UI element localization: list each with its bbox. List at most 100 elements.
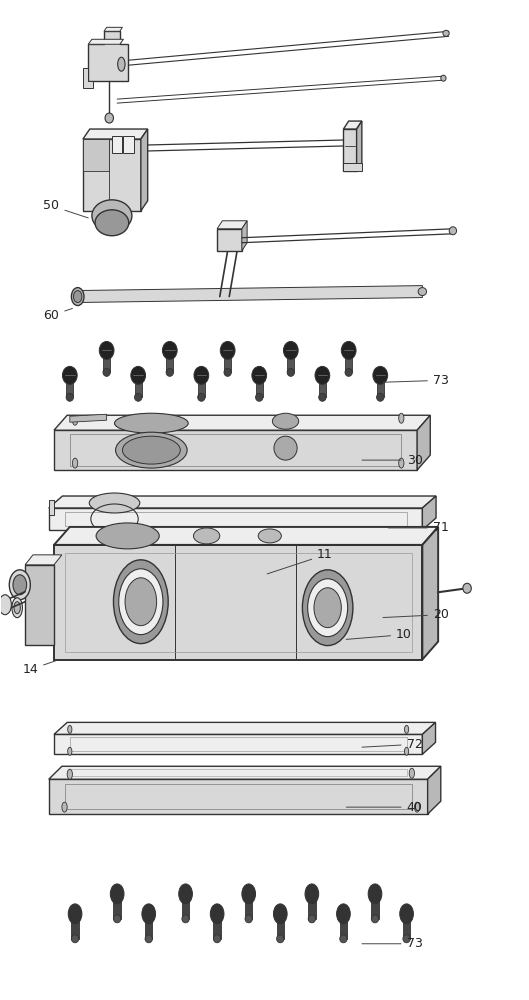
Polygon shape: [318, 377, 326, 397]
Polygon shape: [104, 27, 122, 31]
Polygon shape: [88, 39, 123, 44]
Ellipse shape: [62, 366, 77, 384]
Polygon shape: [377, 377, 384, 397]
Ellipse shape: [10, 570, 30, 600]
Ellipse shape: [214, 935, 221, 943]
Polygon shape: [166, 352, 174, 372]
Text: 73: 73: [362, 937, 423, 950]
Polygon shape: [217, 221, 247, 229]
Text: 73: 73: [383, 374, 449, 387]
Polygon shape: [343, 129, 357, 171]
Polygon shape: [141, 129, 148, 211]
Polygon shape: [145, 919, 152, 939]
Polygon shape: [25, 555, 62, 565]
Circle shape: [117, 57, 125, 71]
Ellipse shape: [66, 393, 74, 401]
Polygon shape: [343, 121, 362, 129]
Polygon shape: [422, 527, 438, 660]
Ellipse shape: [194, 528, 220, 544]
Polygon shape: [242, 221, 247, 251]
Ellipse shape: [103, 368, 111, 376]
Polygon shape: [83, 139, 141, 211]
Ellipse shape: [305, 884, 318, 904]
Ellipse shape: [308, 579, 348, 637]
Text: 11: 11: [267, 548, 333, 574]
Ellipse shape: [245, 915, 252, 923]
Ellipse shape: [162, 341, 177, 359]
Ellipse shape: [242, 884, 256, 904]
Ellipse shape: [287, 368, 295, 376]
Ellipse shape: [400, 904, 414, 924]
Circle shape: [405, 725, 409, 733]
Polygon shape: [83, 139, 110, 171]
Ellipse shape: [134, 393, 142, 401]
Ellipse shape: [284, 341, 298, 359]
Polygon shape: [134, 377, 142, 397]
Ellipse shape: [105, 113, 114, 123]
Text: 10: 10: [346, 628, 412, 641]
Ellipse shape: [315, 366, 330, 384]
Ellipse shape: [71, 288, 84, 306]
Polygon shape: [49, 500, 54, 515]
Ellipse shape: [274, 436, 297, 460]
Circle shape: [399, 413, 404, 423]
Ellipse shape: [179, 884, 193, 904]
Circle shape: [68, 747, 72, 755]
Ellipse shape: [0, 595, 12, 615]
Polygon shape: [214, 919, 221, 939]
Text: 60: 60: [43, 308, 72, 322]
Polygon shape: [123, 136, 134, 153]
Ellipse shape: [211, 904, 224, 924]
Polygon shape: [54, 415, 430, 430]
Polygon shape: [88, 31, 127, 81]
Ellipse shape: [314, 588, 341, 628]
Circle shape: [68, 725, 72, 733]
Polygon shape: [103, 352, 111, 372]
Polygon shape: [340, 919, 347, 939]
Ellipse shape: [92, 200, 132, 232]
Ellipse shape: [220, 341, 235, 359]
Ellipse shape: [114, 413, 188, 433]
Ellipse shape: [118, 569, 163, 635]
Polygon shape: [182, 899, 189, 919]
Polygon shape: [403, 919, 411, 939]
Polygon shape: [417, 415, 430, 470]
Polygon shape: [49, 508, 422, 530]
Ellipse shape: [403, 935, 411, 943]
Polygon shape: [343, 163, 362, 171]
Ellipse shape: [115, 432, 187, 468]
Ellipse shape: [194, 366, 209, 384]
Polygon shape: [112, 136, 122, 153]
Polygon shape: [49, 496, 436, 508]
Circle shape: [67, 769, 72, 779]
Polygon shape: [422, 496, 436, 530]
Ellipse shape: [166, 368, 174, 376]
Polygon shape: [49, 779, 427, 814]
Ellipse shape: [340, 935, 347, 943]
Ellipse shape: [114, 560, 168, 644]
Ellipse shape: [99, 341, 114, 359]
Polygon shape: [83, 68, 94, 88]
Ellipse shape: [74, 291, 82, 303]
Ellipse shape: [463, 583, 471, 593]
Polygon shape: [277, 919, 284, 939]
Text: 50: 50: [43, 199, 88, 218]
Circle shape: [12, 598, 22, 618]
Polygon shape: [66, 377, 74, 397]
Polygon shape: [49, 766, 441, 779]
Polygon shape: [371, 899, 379, 919]
Ellipse shape: [114, 915, 121, 923]
Ellipse shape: [111, 884, 124, 904]
Ellipse shape: [68, 904, 82, 924]
Polygon shape: [114, 899, 121, 919]
Ellipse shape: [95, 210, 129, 236]
Polygon shape: [198, 377, 205, 397]
Ellipse shape: [318, 393, 326, 401]
Polygon shape: [54, 545, 422, 660]
Text: 14: 14: [22, 660, 57, 676]
Ellipse shape: [145, 935, 152, 943]
Polygon shape: [224, 352, 231, 372]
Polygon shape: [25, 565, 54, 645]
Circle shape: [415, 802, 419, 812]
Ellipse shape: [224, 368, 231, 376]
